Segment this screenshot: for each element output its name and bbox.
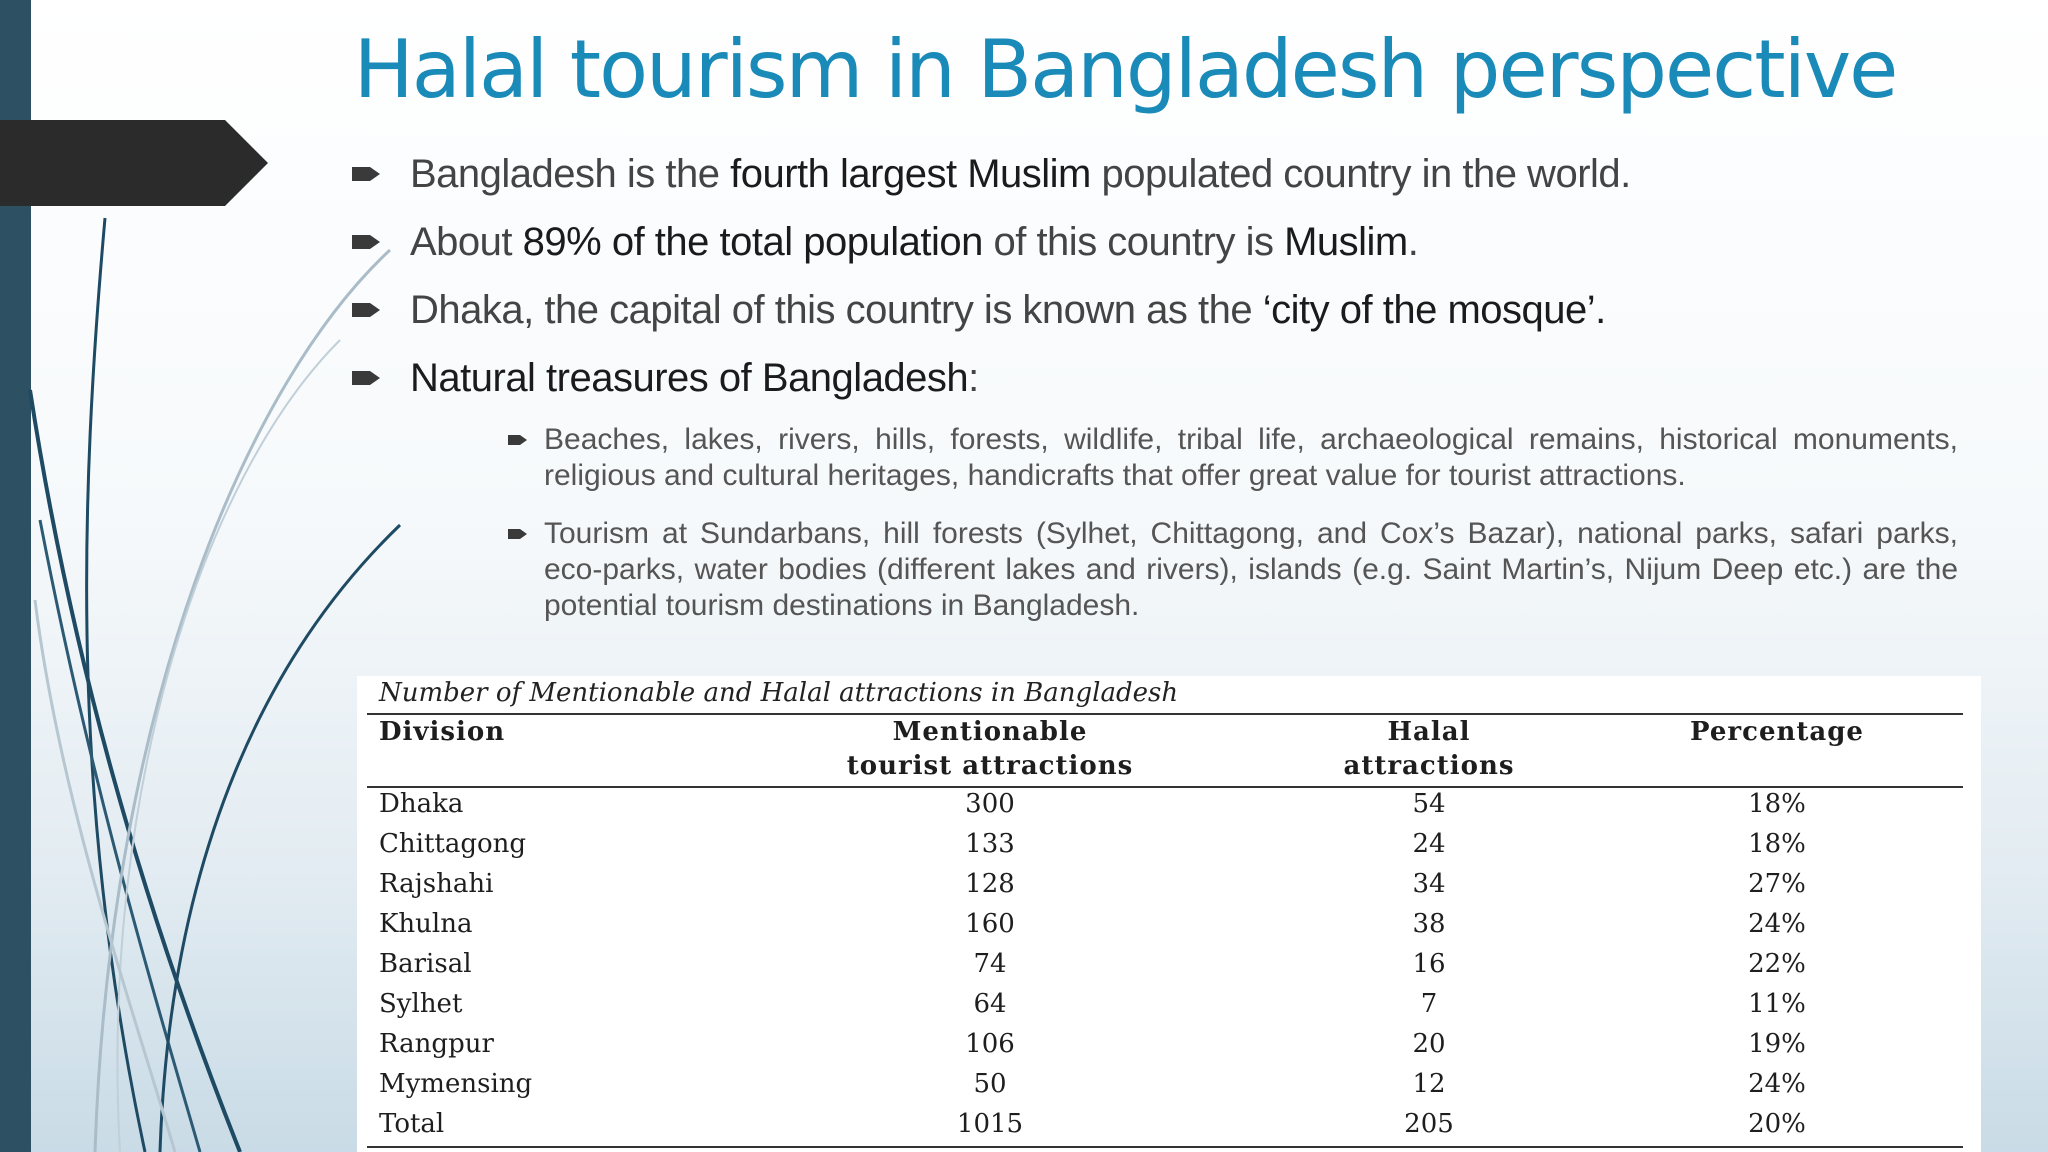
cell-mentionable: 50 — [973, 1069, 1007, 1099]
arrow-bullet-icon — [352, 371, 380, 385]
bullet-item: Natural treasures of Bangladesh: — [352, 352, 1972, 420]
bullet-text: populated country in the world. — [1090, 152, 1631, 196]
cell-halal: 205 — [1404, 1109, 1454, 1139]
bullet-item: Dhaka, the capital of this country is kn… — [352, 284, 1972, 352]
bullet-text: of this country is — [982, 220, 1285, 264]
header-halal: attractions — [1343, 751, 1515, 781]
bullet-emphasis: Natural treasures of Bangladesh — [410, 356, 969, 400]
cell-percentage: 18% — [1748, 829, 1806, 859]
cell-halal: 7 — [1420, 989, 1438, 1019]
cell-division: Rangpur — [379, 1029, 494, 1059]
sub-bullet-item: Tourism at Sundarbans, hill forests (Syl… — [508, 516, 1958, 624]
cell-halal: 16 — [1412, 949, 1446, 979]
bullet-text: About — [410, 220, 523, 264]
arrow-bullet-icon — [508, 435, 527, 445]
cell-division: Barisal — [379, 949, 472, 979]
cell-mentionable: 106 — [965, 1029, 1015, 1059]
cell-division: Rajshahi — [379, 869, 494, 899]
header-halal: Halal — [1387, 717, 1471, 747]
cell-mentionable: 133 — [965, 829, 1015, 859]
cell-mentionable: 300 — [965, 789, 1015, 819]
arrow-bullet-icon — [508, 529, 527, 539]
cell-mentionable: 74 — [973, 949, 1007, 979]
bullet-text: : — [968, 356, 979, 400]
cell-division: Chittagong — [379, 829, 527, 859]
sub-bullet-list: Tourism at Sundarbans, hill forests (Syl… — [508, 516, 1958, 624]
sub-bullet-item: Beaches, lakes, rivers, hills, forests, … — [508, 422, 1958, 494]
bullet-emphasis: fourth largest Muslim — [730, 152, 1091, 196]
bullet-text: Bangladesh is the — [410, 152, 731, 196]
table-top-rule — [367, 713, 1963, 715]
table-header-rule — [367, 786, 1963, 788]
cell-percentage: 19% — [1748, 1029, 1806, 1059]
cell-percentage: 18% — [1748, 789, 1806, 819]
header-mentionable: tourist attractions — [846, 751, 1134, 781]
cell-percentage: 11% — [1748, 989, 1806, 1019]
cell-halal: 34 — [1412, 869, 1446, 899]
bullet-emphasis: 89% of the total population — [522, 220, 984, 264]
cell-division: Khulna — [379, 909, 473, 939]
bullet-item: About 89% of the total population of thi… — [352, 216, 1972, 284]
arrow-banner-shape — [0, 120, 268, 206]
arrow-bullet-icon — [352, 235, 380, 249]
slide-title: Halal tourism in Bangladesh perspective — [353, 23, 1899, 116]
cell-mentionable: 64 — [973, 989, 1007, 1019]
bullet-text: . — [1407, 220, 1419, 264]
bullet-emphasis: Muslim — [1284, 220, 1408, 264]
sub-bullet-text: Tourism at Sundarbans, hill forests (Syl… — [544, 517, 1958, 622]
cell-percentage: 27% — [1748, 869, 1806, 899]
cell-division: Mymensing — [379, 1069, 533, 1099]
cell-halal: 54 — [1412, 789, 1446, 819]
table-caption: Number of Mentionable and Halal attracti… — [379, 678, 1179, 708]
main-bullet-list: Bangladesh is the fourth largest Muslim … — [352, 148, 1972, 420]
cell-halal: 38 — [1412, 909, 1446, 939]
cell-percentage: 22% — [1748, 949, 1806, 979]
header-division: Division — [379, 717, 506, 747]
sub-bullet-text: Beaches, lakes, rivers, hills, forests, … — [544, 423, 1958, 492]
cell-mentionable: 128 — [965, 869, 1015, 899]
bullet-item: Bangladesh is the fourth largest Muslim … — [352, 148, 1972, 216]
bullet-text: Dhaka, the capital of this country is kn… — [410, 288, 1263, 332]
cell-percentage: 24% — [1748, 1069, 1806, 1099]
cell-division: Total — [379, 1109, 445, 1139]
attractions-table: Number of Mentionable and Halal attracti… — [357, 676, 1981, 1152]
arrow-bullet-icon — [352, 167, 380, 181]
cell-mentionable: 1015 — [956, 1109, 1024, 1139]
arrow-bullet-icon — [352, 303, 380, 317]
bullet-emphasis: ‘city of the mosque’. — [1262, 288, 1607, 332]
cell-halal: 24 — [1412, 829, 1446, 859]
header-percentage: Percentage — [1690, 717, 1864, 747]
cell-halal: 12 — [1412, 1069, 1446, 1099]
header-mentionable: Mentionable — [892, 717, 1088, 747]
sub-bullet-list: Beaches, lakes, rivers, hills, forests, … — [508, 422, 1958, 494]
cell-halal: 20 — [1412, 1029, 1446, 1059]
table-bottom-rule — [367, 1146, 1963, 1148]
cell-division: Sylhet — [379, 989, 463, 1019]
cell-percentage: 24% — [1748, 909, 1806, 939]
cell-percentage: 20% — [1748, 1109, 1806, 1139]
decorative-curves — [28, 217, 402, 1152]
cell-division: Dhaka — [379, 789, 464, 819]
cell-mentionable: 160 — [965, 909, 1015, 939]
